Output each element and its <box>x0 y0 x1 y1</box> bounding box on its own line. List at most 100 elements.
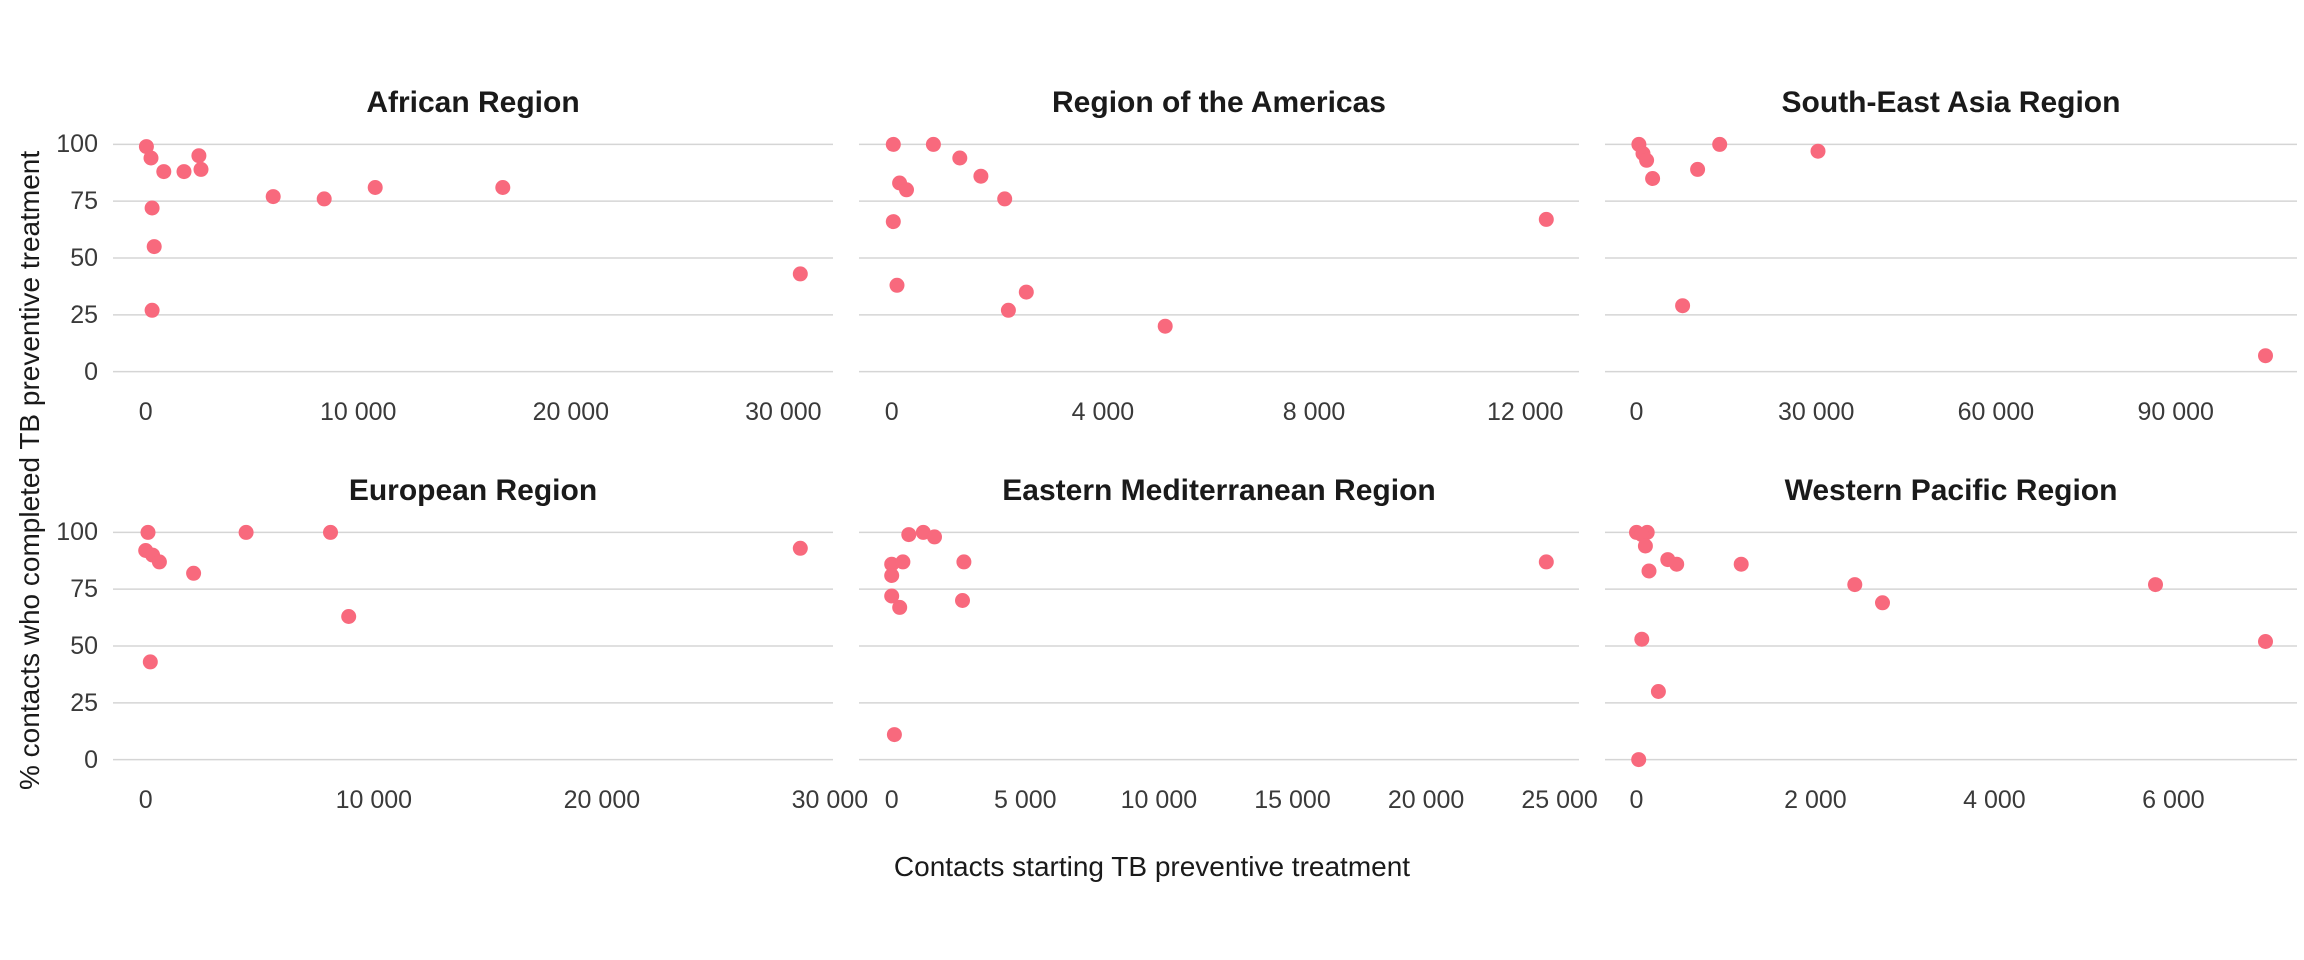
x-tick-label: 30 000 <box>792 786 868 814</box>
data-point <box>889 277 905 293</box>
data-point <box>886 727 902 743</box>
facet-panel-western-pacific-region: Western Pacific Region 0 2 000 4 000 6 000 <box>1605 474 2297 821</box>
data-point <box>1637 538 1653 554</box>
data-point <box>138 139 154 155</box>
data-point <box>1645 171 1661 186</box>
data-point <box>884 568 900 583</box>
data-point <box>323 524 338 540</box>
data-point <box>1875 595 1890 611</box>
x-tick-label: 15 000 <box>1254 786 1330 814</box>
x-tick-label: 20 000 <box>1388 786 1464 814</box>
data-point <box>1733 556 1749 572</box>
y-tick-label: 25 <box>70 300 98 329</box>
scatter-plot-region-of-the-americas: 0 4 000 8 000 12 000 <box>859 136 1579 426</box>
facet-title: Region of the Americas <box>1052 86 1386 119</box>
x-tick-label: 60 000 <box>1958 398 2034 426</box>
data-point <box>142 654 158 670</box>
data-point <box>1634 631 1650 647</box>
data-point <box>1018 284 1034 300</box>
x-tick-label: 0 <box>1630 398 1644 426</box>
data-point <box>901 527 917 543</box>
x-tick-label: 0 <box>1630 786 1644 814</box>
facet-panel-eastern-mediterranean-region: Eastern Mediterranean Region 0 5 000 10 00… <box>859 474 1598 821</box>
data-point <box>1690 161 1706 177</box>
facet-title: African Region <box>366 86 580 119</box>
x-tick-label: 2 000 <box>1784 786 1847 814</box>
y-tick-labels-row-1: 100 75 50 25 0 <box>46 130 104 386</box>
data-point <box>925 136 941 152</box>
facet-title: South-East Asia Region <box>1781 86 2121 119</box>
data-point <box>316 191 332 207</box>
x-tick-label: 90 000 <box>2137 398 2213 426</box>
x-tick-label: 10 000 <box>320 398 396 426</box>
y-tick-label: 50 <box>70 632 98 660</box>
x-tick-label: 0 <box>885 786 899 814</box>
data-point <box>892 599 908 615</box>
facet-panel-african-region: African Region 0 10 000 20 000 30 000 <box>113 86 833 433</box>
data-point <box>973 168 989 184</box>
data-point <box>151 554 167 570</box>
data-point <box>1650 684 1666 699</box>
data-point <box>899 182 914 198</box>
data-point <box>186 565 202 581</box>
data-point <box>885 136 901 152</box>
data-point <box>927 529 942 545</box>
x-tick-label: 8 000 <box>1283 398 1346 426</box>
y-tick-label: 100 <box>56 518 98 547</box>
x-tick-label: 10 000 <box>336 786 412 814</box>
x-tick-label: 0 <box>139 398 153 426</box>
y-tick-label: 75 <box>70 575 98 604</box>
data-point <box>1634 527 1650 543</box>
data-point <box>156 164 172 180</box>
y-tick-label: 75 <box>70 187 98 216</box>
y-tick-labels-row-2: 100 75 50 25 0 <box>46 518 104 774</box>
data-point <box>1810 143 1826 159</box>
data-point <box>792 540 808 556</box>
x-tick-label: 0 <box>139 786 153 814</box>
data-point <box>140 524 156 540</box>
data-point <box>144 302 160 318</box>
x-tick-label: 20 000 <box>533 398 609 426</box>
facet-title: Eastern Mediterranean Region <box>1002 474 1436 507</box>
data-point <box>2258 634 2273 649</box>
y-tick-label: 0 <box>84 745 98 774</box>
data-point <box>176 164 192 180</box>
data-point <box>1675 298 1691 314</box>
y-tick-label: 50 <box>70 244 98 272</box>
data-point <box>1538 211 1554 227</box>
data-point <box>1669 556 1685 572</box>
data-point <box>895 554 911 570</box>
facet-title: European Region <box>348 474 598 507</box>
x-tick-label: 12 000 <box>1487 398 1563 426</box>
x-axis-title: Contacts starting TB preventive treatmen… <box>893 851 1411 882</box>
data-point <box>367 180 383 195</box>
data-point <box>955 593 970 608</box>
data-point <box>2148 577 2163 593</box>
data-point <box>884 588 900 604</box>
data-point <box>1157 318 1173 334</box>
x-tick-label: 4 000 <box>1072 398 1135 426</box>
scatter-plot-european-region: 0 10 000 20 000 30 000 <box>113 524 868 814</box>
scatter-plot-eastern-mediterranean-region: 0 5 000 10 000 15 000 20 000 25 000 <box>859 524 1598 814</box>
facet-panel-european-region: European Region 0 10 000 20 000 30 000 <box>113 474 868 821</box>
data-point <box>341 609 357 624</box>
data-point <box>997 191 1013 207</box>
x-tick-label: 5 000 <box>994 786 1057 814</box>
facet-panel-south-east-asia-region: South-East Asia Region 0 30 000 60 000 90 0… <box>1605 86 2297 433</box>
data-point <box>1631 752 1647 768</box>
x-tick-label: 10 000 <box>1121 786 1197 814</box>
facet-title: Western Pacific Region <box>1784 474 2118 507</box>
scatter-plot-western-pacific-region: 0 2 000 4 000 6 000 <box>1605 524 2297 814</box>
x-tick-label: 6 000 <box>2142 786 2205 814</box>
data-point <box>144 200 160 216</box>
data-point <box>495 180 511 195</box>
data-point <box>1641 563 1657 579</box>
data-point <box>191 148 207 164</box>
scatter-plot-south-east-asia-region: 0 30 000 60 000 90 000 <box>1605 136 2297 426</box>
data-point <box>956 554 972 570</box>
x-tick-label: 25 000 <box>1521 786 1597 814</box>
scatter-plot-african-region: 0 10 000 20 000 30 000 <box>113 139 833 426</box>
y-tick-label: 25 <box>70 688 98 717</box>
y-tick-label: 0 <box>84 357 98 386</box>
